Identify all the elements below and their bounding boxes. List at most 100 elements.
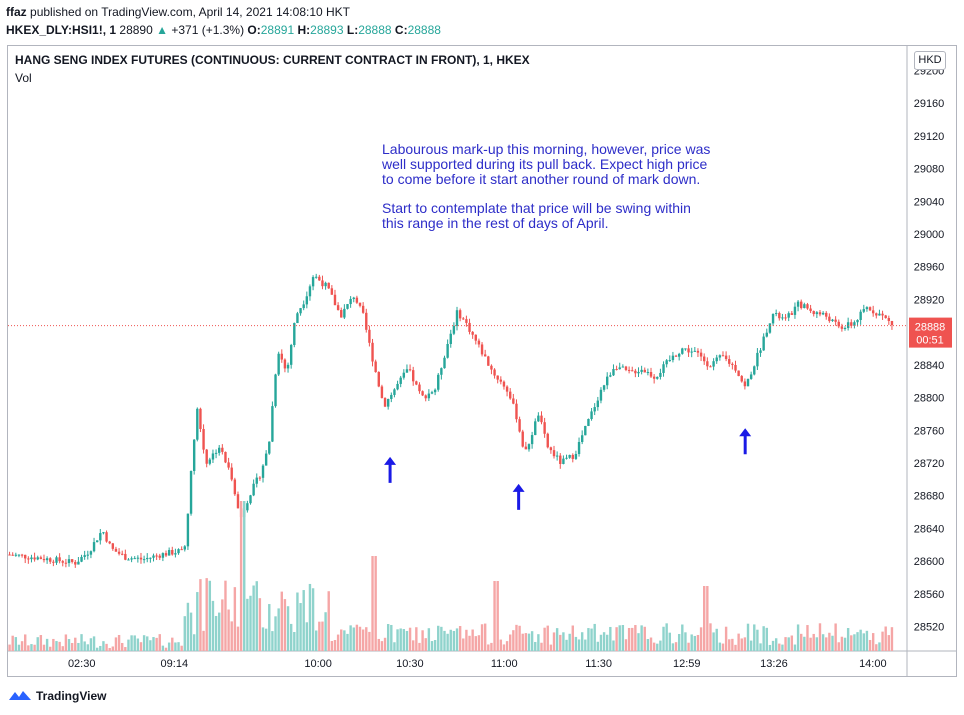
candle-body bbox=[615, 368, 618, 370]
volume-bar bbox=[249, 595, 252, 651]
volume-bar bbox=[17, 644, 21, 651]
candle-body bbox=[390, 394, 393, 400]
annotation-note[interactable]: Labourous mark-up this morning, however,… bbox=[382, 142, 712, 245]
volume-bar bbox=[687, 642, 690, 651]
candle-body bbox=[299, 308, 302, 314]
candle-body bbox=[834, 319, 837, 322]
volume-bar bbox=[524, 633, 528, 651]
candle-body bbox=[74, 561, 77, 565]
candle-body bbox=[446, 343, 449, 358]
volume-bar bbox=[652, 642, 656, 651]
candle-body bbox=[831, 319, 834, 322]
volume-bar bbox=[20, 641, 24, 651]
candle-body bbox=[474, 334, 477, 341]
currency-button[interactable]: HKD bbox=[914, 51, 946, 70]
volume-bar bbox=[45, 638, 49, 651]
candle-body bbox=[380, 386, 384, 398]
chart-frame[interactable] bbox=[7, 45, 957, 677]
volume-bar bbox=[465, 629, 468, 651]
volume-bar bbox=[49, 646, 52, 651]
volume-bar bbox=[424, 638, 427, 651]
tradingview-logo[interactable]: TradingView bbox=[8, 689, 106, 703]
volume-bar bbox=[299, 603, 302, 651]
volume-bar bbox=[458, 626, 462, 651]
x-tick-label: 09:14 bbox=[161, 658, 189, 670]
candle-body bbox=[868, 307, 872, 311]
volume-bar bbox=[92, 636, 96, 651]
candle-body bbox=[631, 370, 634, 372]
candle-body bbox=[856, 319, 859, 323]
candle-body bbox=[753, 366, 756, 375]
volume-bar bbox=[684, 632, 687, 651]
volume-bar bbox=[834, 623, 837, 651]
volume-bar bbox=[27, 645, 30, 651]
high-label: H: bbox=[297, 23, 311, 37]
candle-body bbox=[875, 313, 878, 316]
volume-bar bbox=[821, 634, 825, 651]
volume-bar bbox=[806, 625, 809, 651]
candle-body bbox=[565, 457, 568, 459]
volume-bar bbox=[399, 628, 402, 651]
volume-bar bbox=[746, 623, 750, 651]
candle-body bbox=[652, 376, 656, 379]
volume-bar bbox=[261, 627, 265, 651]
candle-body bbox=[286, 364, 290, 369]
symbol-label: HKEX_DLY:HSI1!, 1 bbox=[6, 23, 117, 37]
volume-bar bbox=[512, 630, 515, 651]
candle-body bbox=[818, 312, 822, 315]
candle-body bbox=[196, 408, 199, 440]
volume-bar bbox=[474, 636, 477, 651]
volume-bar bbox=[715, 628, 718, 651]
candle-body bbox=[552, 450, 556, 457]
volume-bar bbox=[180, 645, 183, 651]
candle-body bbox=[662, 364, 665, 373]
volume-bar bbox=[67, 639, 71, 651]
candle-body bbox=[30, 557, 33, 560]
volume-bar bbox=[618, 625, 621, 651]
candle-body bbox=[693, 350, 697, 352]
volume-bar bbox=[183, 616, 186, 651]
volume-bar bbox=[762, 626, 765, 651]
candle-body bbox=[749, 374, 753, 379]
volume-bar bbox=[534, 641, 537, 651]
volume-bar bbox=[765, 627, 768, 651]
x-tick-label: 11:30 bbox=[585, 658, 612, 670]
volume-bar bbox=[374, 556, 377, 651]
x-tick-label: 10:00 bbox=[304, 658, 332, 670]
volume-bar bbox=[124, 647, 127, 651]
author-name: ffaz bbox=[6, 5, 27, 19]
volume-bar bbox=[393, 642, 396, 651]
volume-bar bbox=[280, 591, 283, 651]
candle-body bbox=[668, 360, 671, 362]
volume-bar bbox=[171, 637, 174, 651]
candle-body bbox=[521, 431, 524, 447]
volume-bar bbox=[311, 588, 315, 651]
candle-body bbox=[656, 376, 659, 379]
candle-body bbox=[105, 532, 108, 542]
volume-bar bbox=[139, 642, 143, 651]
candle-body bbox=[412, 370, 415, 382]
volume-bar bbox=[412, 640, 415, 651]
candle-body bbox=[512, 398, 515, 404]
volume-bar bbox=[8, 644, 11, 651]
volume-bar bbox=[74, 637, 77, 651]
volume-bar bbox=[549, 644, 553, 651]
volume-bar bbox=[452, 630, 456, 651]
candle-body bbox=[687, 348, 690, 353]
candle-body bbox=[371, 342, 374, 362]
candle-body bbox=[249, 495, 252, 504]
candle-body bbox=[99, 533, 102, 541]
volume-bar bbox=[42, 644, 46, 651]
volume-bar bbox=[627, 627, 631, 651]
candle-body bbox=[124, 553, 127, 560]
volume-bar bbox=[527, 633, 531, 651]
candle-body bbox=[812, 311, 815, 315]
candle-body bbox=[315, 276, 318, 278]
volume-bar bbox=[39, 635, 43, 651]
candle-body bbox=[452, 325, 456, 334]
volume-bar bbox=[793, 644, 797, 651]
volume-bar bbox=[355, 624, 359, 651]
volume-bar bbox=[230, 621, 233, 651]
candle-body bbox=[424, 395, 427, 399]
